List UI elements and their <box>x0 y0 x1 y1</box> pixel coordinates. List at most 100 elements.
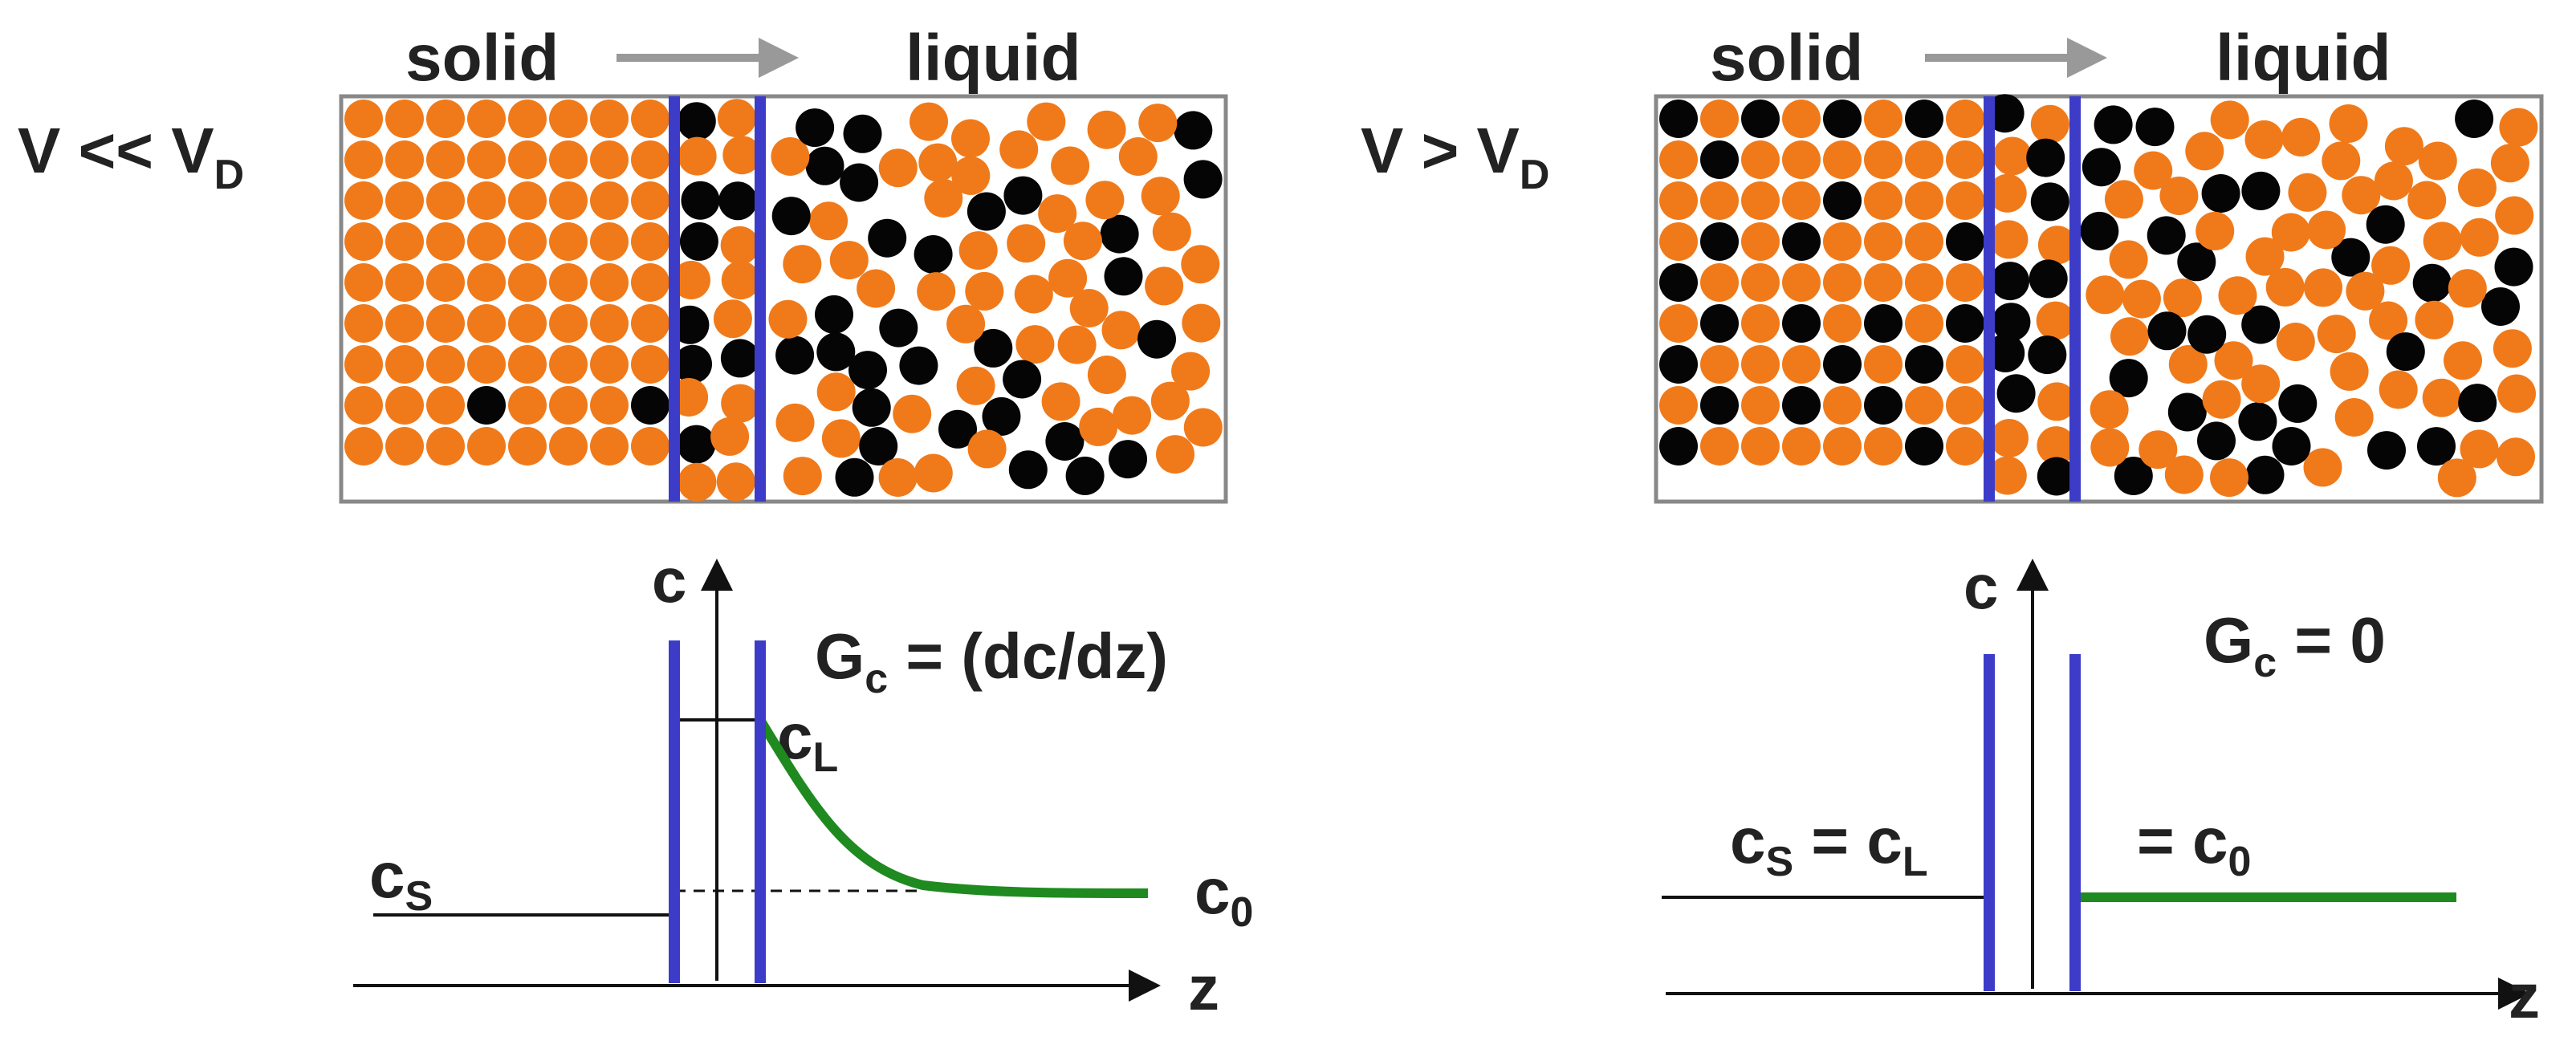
solvent-atom <box>720 226 759 265</box>
solute-atom <box>2037 457 2076 496</box>
z-axis-label: z <box>2509 961 2540 1031</box>
solvent-atom <box>385 181 424 220</box>
solvent-atom <box>1087 356 1126 394</box>
solute-atom <box>1659 100 1698 138</box>
solvent-atom <box>1079 407 1118 446</box>
solvent-atom <box>1659 386 1698 425</box>
solvent-atom <box>2422 378 2461 417</box>
solute-atom <box>868 218 907 258</box>
solute-atom <box>677 102 716 141</box>
solute-atom <box>1996 374 2036 413</box>
solute-atom <box>2241 305 2281 344</box>
solvent-atom <box>2329 104 2368 143</box>
solvent-atom <box>672 261 710 299</box>
solute-atom <box>1905 345 1943 384</box>
solute-atom <box>2386 332 2425 372</box>
solvent-atom <box>549 100 588 138</box>
solvent-atom <box>2164 455 2204 494</box>
solute-atom <box>1782 222 1821 261</box>
solvent-atom <box>1113 396 1152 435</box>
solvent-atom <box>631 304 669 343</box>
solvent-atom <box>2168 345 2208 384</box>
solvent-atom <box>508 345 547 384</box>
solvent-atom <box>1141 177 1180 216</box>
solvent-atom <box>713 299 752 339</box>
solvent-atom <box>2490 144 2529 183</box>
c-axis-label: c <box>652 545 686 616</box>
solvent-atom <box>768 299 808 339</box>
solvent-atom <box>2244 120 2284 159</box>
solvent-atom <box>878 148 918 188</box>
solute-atom <box>681 181 720 220</box>
solvent-atom <box>771 137 810 176</box>
solute-atom <box>2114 457 2153 495</box>
solute-atom <box>1864 304 1902 343</box>
solvent-atom <box>467 100 506 138</box>
solvent-atom <box>508 100 547 138</box>
solvent-atom <box>2418 141 2457 181</box>
equals-c0-label: = c0 <box>2137 805 2251 885</box>
solvent-atom <box>1145 266 1184 306</box>
solute-atom <box>967 192 1006 231</box>
solvent-atom <box>878 458 918 497</box>
solute-atom <box>1782 386 1821 425</box>
solute-atom <box>2455 100 2494 138</box>
solvent-atom <box>1150 381 1190 421</box>
solute-atom <box>2241 171 2281 210</box>
solvent-atom <box>2086 275 2125 315</box>
solvent-atom <box>958 231 998 270</box>
solvent-atom <box>951 156 991 195</box>
solvent-atom <box>1946 427 1984 465</box>
solute-atom <box>2028 335 2067 375</box>
solute-atom <box>2238 402 2277 441</box>
solvent-atom <box>344 386 383 425</box>
solute-atom <box>1823 181 1862 220</box>
solvent-atom <box>2210 100 2249 140</box>
solvent-atom <box>910 102 948 141</box>
solute-atom <box>718 181 758 221</box>
solvent-atom <box>2036 301 2075 340</box>
solute-atom <box>1003 176 1043 215</box>
solvent-atom <box>1864 263 1902 302</box>
solvent-atom <box>549 181 588 220</box>
solvent-atom <box>2322 141 2361 181</box>
solvent-atom <box>2423 222 2462 261</box>
solute-atom <box>938 409 977 449</box>
solute-atom <box>1946 304 1984 343</box>
solvent-atom <box>783 245 822 284</box>
solvent-atom <box>549 222 588 261</box>
solvent-atom <box>1946 263 1984 302</box>
solute-atom <box>2147 216 2186 255</box>
liquid-label: liquid <box>905 22 1081 95</box>
solvent-atom <box>717 99 756 138</box>
solvent-atom <box>1905 263 1943 302</box>
solvent-atom <box>344 222 383 261</box>
solvent-atom <box>549 140 588 179</box>
solvent-atom <box>1905 140 1943 179</box>
solute-atom <box>2272 427 2311 465</box>
solvent-atom <box>1741 345 1780 384</box>
solvent-atom <box>2122 279 2161 319</box>
solvent-atom <box>549 427 588 465</box>
solvent-atom <box>1156 435 1194 474</box>
solvent-atom <box>1741 222 1780 261</box>
solute-atom <box>2135 108 2175 147</box>
solvent-atom <box>1741 181 1780 220</box>
solvent-atom <box>2384 127 2423 166</box>
solvent-atom <box>2109 240 2148 279</box>
c0-label: c0 <box>1194 856 1253 936</box>
solute-atom <box>835 457 874 497</box>
solvent-atom <box>1659 140 1698 179</box>
solvent-atom <box>1782 140 1821 179</box>
solute-atom <box>2366 205 2405 244</box>
solvent-atom <box>426 304 465 343</box>
solvent-atom <box>1864 427 1902 465</box>
solvent-atom <box>999 130 1039 169</box>
solvent-atom <box>1782 345 1821 384</box>
solvent-atom <box>2346 271 2385 311</box>
concentration-plot: c z Gc = 0 cS = cL = c0 <box>1662 551 2540 1031</box>
solvent-atom <box>716 462 755 502</box>
liquid-label: liquid <box>2216 22 2391 95</box>
solute-atom <box>1823 100 1862 138</box>
solute-atom <box>815 295 853 334</box>
